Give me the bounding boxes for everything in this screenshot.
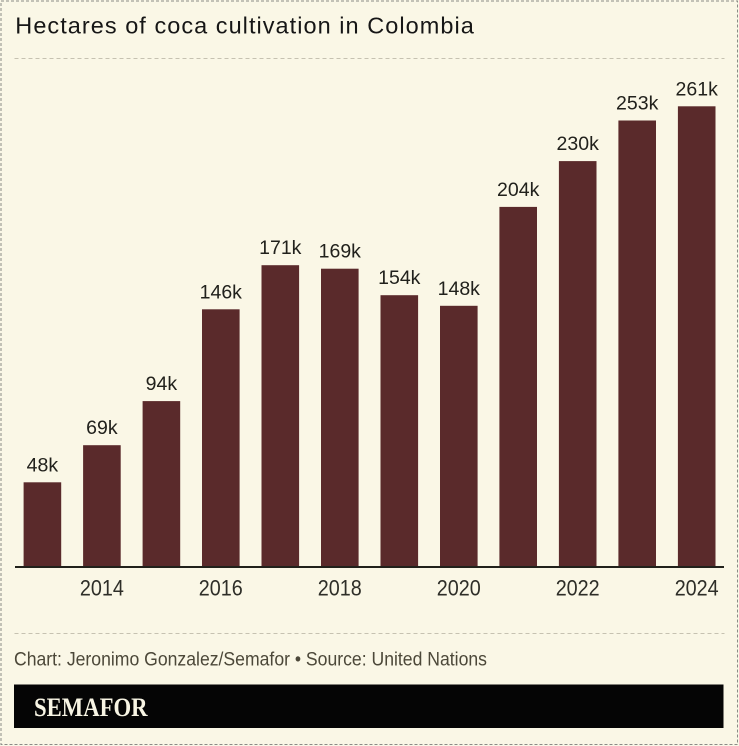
svg-text:204k: 204k <box>497 179 540 201</box>
svg-text:148k: 148k <box>438 278 481 300</box>
svg-text:253k: 253k <box>616 93 659 115</box>
svg-text:SEMAFOR: SEMAFOR <box>34 692 148 722</box>
svg-text:2022: 2022 <box>556 576 600 601</box>
svg-text:Chart: Jeronimo Gonzalez/Semaf: Chart: Jeronimo Gonzalez/Semafor • Sourc… <box>14 649 487 671</box>
svg-text:94k: 94k <box>146 373 178 395</box>
svg-text:230k: 230k <box>557 133 600 155</box>
svg-text:2018: 2018 <box>318 576 362 601</box>
svg-text:2020: 2020 <box>437 576 481 601</box>
svg-text:2014: 2014 <box>80 576 124 601</box>
svg-text:2024: 2024 <box>675 576 719 601</box>
svg-text:154k: 154k <box>378 267 421 289</box>
svg-text:48k: 48k <box>27 454 59 476</box>
svg-text:171k: 171k <box>259 237 302 259</box>
svg-text:261k: 261k <box>676 78 719 100</box>
svg-text:2016: 2016 <box>199 576 243 601</box>
svg-text:169k: 169k <box>319 241 362 263</box>
svg-text:146k: 146k <box>200 281 243 303</box>
svg-text:Hectares of coca cultivation i: Hectares of coca cultivation in Colombia <box>15 13 474 39</box>
svg-text:69k: 69k <box>86 417 118 439</box>
